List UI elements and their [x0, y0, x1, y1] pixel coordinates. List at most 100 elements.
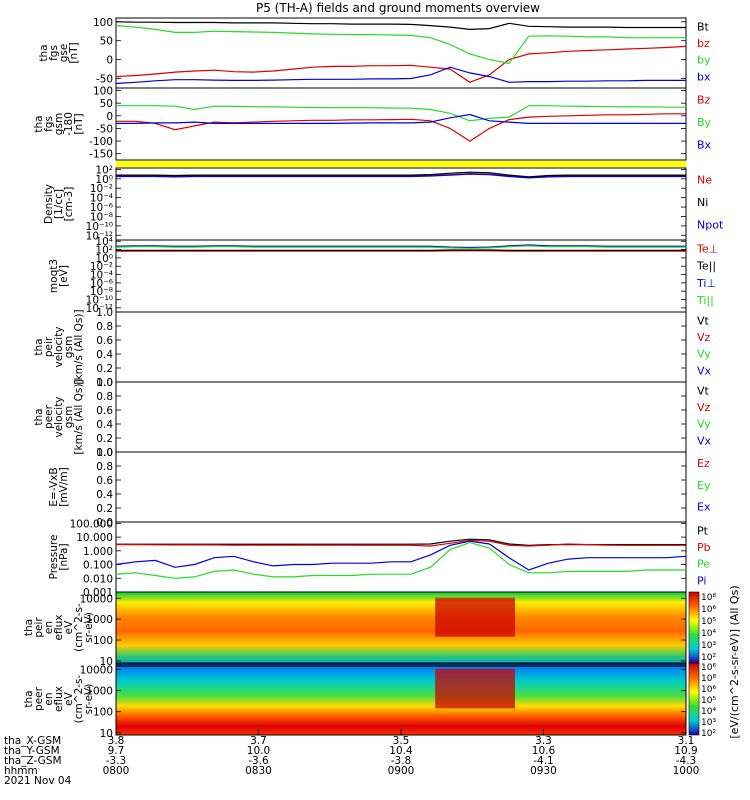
series-line-by	[115, 25, 686, 65]
legend-entry: Pb	[697, 541, 711, 554]
y-tick-label: 10⁻⁴	[90, 270, 113, 282]
x-axis-row-label: 2021 Nov 04	[4, 775, 72, 787]
y-tick-label: 0.010	[83, 573, 113, 585]
legend-entry: bz	[697, 37, 710, 50]
y-tick-label: 0.8	[96, 461, 113, 473]
x-tick-label: 10.6	[532, 745, 556, 757]
colorbar-label: [eV/(cm^2-s-sr-eV)] (All Qs)	[728, 585, 741, 738]
legend-entry: Vz	[697, 401, 711, 414]
y-tick-label: 100	[93, 86, 113, 98]
x-tick-label: 3.3	[535, 735, 552, 747]
y-axis-label-line: tha	[33, 408, 45, 425]
series-line-Ni	[116, 171, 686, 178]
x-axis-row-label: tha_Z-GSM	[4, 755, 62, 767]
y-tick-label: 0	[106, 111, 113, 123]
colorbar-tick: 10⁸	[701, 674, 716, 684]
colorbar-tick: 10⁴	[701, 707, 716, 717]
colorbar-ion	[688, 591, 700, 664]
series-line-Ti||	[115, 245, 686, 249]
series-line-bz	[115, 45, 687, 83]
y-axis-label-line: [km/s (All Qs)]	[73, 379, 85, 454]
y-tick-label: 10⁻⁸	[90, 211, 113, 223]
legend-entry: Vy	[697, 348, 711, 361]
y-tick-label: 1000	[86, 614, 113, 626]
x-axis-row-label: tha_Y-GSM	[4, 745, 60, 757]
legend-entry: Ne	[697, 173, 712, 186]
x-axis-row-label: hhmm	[4, 765, 38, 777]
y-tick-label: 10⁻⁸	[90, 286, 113, 298]
y-tick-label: 10⁻²	[90, 261, 113, 273]
y-tick-label: 10	[100, 728, 113, 740]
y-axis-label-line: eflux	[53, 686, 65, 712]
y-tick-label: 10⁰	[95, 174, 113, 186]
x-tick-label: 10.4	[389, 745, 413, 757]
series-line-Pe	[115, 541, 686, 579]
legend-entry: Ni	[697, 196, 708, 209]
y-tick-label: 10	[100, 656, 113, 668]
spectrogram-noise-band	[116, 663, 686, 667]
y-tick-label: -50	[96, 123, 113, 135]
y-tick-label: 1.0	[96, 377, 113, 389]
legend-entry: Pt	[697, 524, 709, 537]
y-axis-label-line: peir	[43, 336, 55, 357]
y-tick-label: 1000	[86, 686, 113, 698]
panel-peir_velocity: 1.0 0.8 0.6 0.4 0.2 0.0 thapeirvelocitygsm[km/…	[33, 307, 712, 389]
y-axis-label-line: eflux	[53, 615, 65, 641]
y-tick-label: -150	[89, 149, 113, 161]
legend-entry: Ey	[697, 479, 711, 492]
x-tick-label: 3.7	[250, 735, 267, 747]
panel-frame	[115, 381, 687, 453]
y-tick-label: 0.4	[96, 489, 113, 501]
legend-entry: Ti||	[696, 294, 714, 307]
y-tick-label: 0.2	[96, 433, 113, 445]
legend-entry: Bt	[697, 20, 710, 33]
y-tick-label: 100	[93, 635, 113, 647]
y-tick-label: 10⁻¹²	[86, 303, 113, 315]
y-axis-label-line: en	[43, 692, 55, 705]
y-tick-label: 10⁻⁶	[90, 202, 113, 214]
panel-density: 10²10⁰10⁻²10⁻⁴10⁻⁶10⁻⁸10⁻¹⁰10⁻¹²Density[…	[43, 164, 724, 242]
y-tick-label: 0.8	[96, 391, 113, 403]
legend-entry: Bz	[697, 93, 711, 106]
panel-peer_velocity: 1.0 0.8 0.6 0.4 0.2 0.0 thapeervelocitygsm[km/…	[33, 377, 712, 459]
y-tick-label: 0.2	[96, 363, 113, 375]
y-tick-label: 10⁻⁶	[90, 278, 113, 290]
y-tick-label: 10²	[95, 245, 113, 257]
y-axis-label-line: gsm	[63, 406, 75, 428]
y-axis-label-line: (cm^2-s-	[73, 603, 85, 652]
series-line-Ti⊥	[115, 244, 686, 249]
mode-bar	[116, 161, 686, 167]
series-line-Bt	[115, 21, 686, 31]
legend-entry: Vt	[697, 384, 710, 397]
panel-frame	[115, 311, 687, 383]
y-tick-label: 1.0	[96, 307, 113, 319]
legend-entry: by	[697, 54, 711, 67]
colorbar-tick: 10⁸	[701, 593, 716, 603]
panel-frame	[115, 451, 687, 523]
y-tick-label: 10000	[80, 664, 113, 676]
colorbar-tick: 10⁵	[701, 617, 716, 627]
legend-entry: Vy	[697, 418, 711, 431]
x-tick-label: 10.9	[674, 745, 697, 757]
y-axis-label-line: [eV]	[58, 265, 70, 287]
y-tick-label: 0.4	[96, 419, 113, 431]
y-axis-label-line: eV	[63, 620, 75, 634]
panel-pressure: 100.000 10.000 1.000 0.1000.010 0.001 Pressur…	[48, 518, 711, 599]
colorbar-tick: 10³	[701, 718, 716, 728]
y-axis-label-line: E=-VxB	[48, 467, 60, 506]
y-axis-label-line: [cm-3]	[63, 187, 75, 222]
legend-entry: Te||	[696, 260, 716, 273]
colorbar: 10⁸10⁶10⁵10⁴10³10²10⁶10⁸10⁶10⁵10⁴10³10² …	[688, 585, 741, 739]
y-axis-label-line: peer	[33, 686, 45, 711]
y-axis-label-line: fgs	[48, 45, 60, 61]
panel-peer_spectrogram: 10000 1000 100 10 thapeerenefluxeV(cm^2-s-sr…	[23, 662, 687, 740]
y-tick-label: 0.6	[96, 475, 113, 487]
y-tick-label: 1.000	[83, 546, 113, 558]
